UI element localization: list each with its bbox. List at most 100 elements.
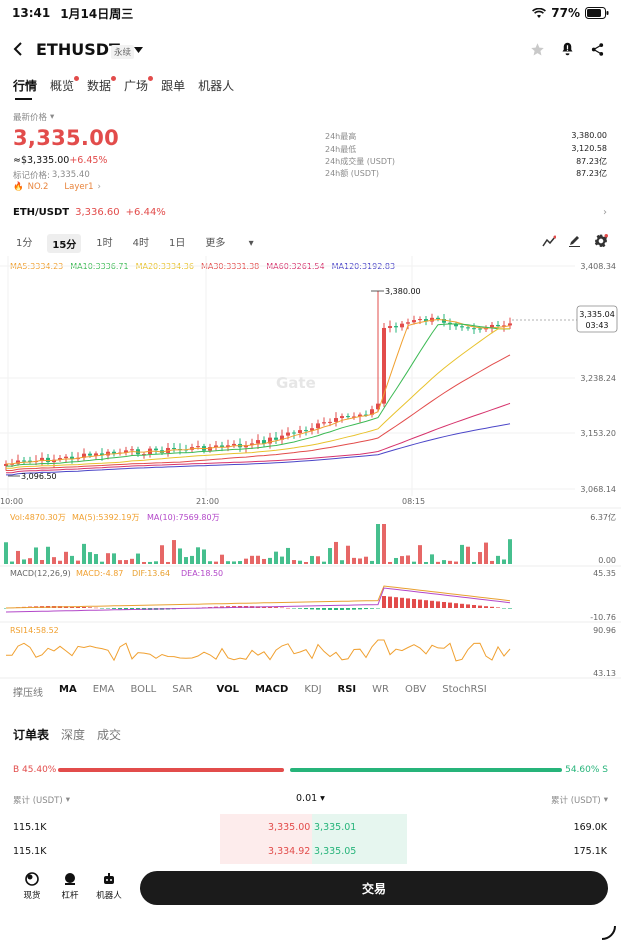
candle-body [502,325,506,327]
indicator-rsi[interactable]: RSI [337,684,357,695]
candle-body [40,457,44,462]
back-icon[interactable] [12,42,24,56]
trade-button[interactable]: 交易 [140,871,608,905]
indicator-ma[interactable]: MA [59,684,77,695]
bid-total-header[interactable]: 累计 (USDT) ▾ [13,795,70,806]
indicator-chart-icon[interactable] [542,235,556,247]
high-label: 3,380.00 [385,287,421,296]
volume-bar [232,561,236,564]
indicator-support[interactable]: 撑压线 [13,688,43,699]
volume-bar [166,561,170,564]
nav-bots[interactable]: 机器人 [92,872,126,901]
dea-value: DEA:18.50 [181,569,223,578]
draw-pen-icon[interactable] [568,234,581,247]
tab-depth[interactable]: 深度 [61,728,86,742]
indicator-macd[interactable]: MACD [254,684,289,695]
candle-body [172,447,176,450]
ask-total-header[interactable]: 累计 (USDT) ▾ [551,795,608,806]
volume-bar [220,554,224,564]
tab-trades[interactable]: 成交 [97,728,122,742]
indicator-wr[interactable]: WR [372,684,389,695]
macd-bar [286,607,290,609]
indicator-boll[interactable]: BOLL [130,684,157,695]
timeframe-15m[interactable]: 15分 [47,234,82,253]
candle-body [370,409,374,415]
candle-body [100,453,104,456]
macd-bar [118,608,122,610]
nav-spot[interactable]: 现货 [15,872,49,901]
macd-bar [382,596,386,608]
candle-body [310,428,314,431]
indicator-sar[interactable]: SAR [172,684,193,695]
ask-total: 175.1K [573,846,607,857]
candle-body [208,447,212,451]
tab-bots[interactable]: 机器人 [198,79,235,93]
volume-bar [226,561,230,564]
ask-price[interactable]: 3,335.05 [314,846,357,857]
timeframe-1h[interactable]: 1时 [96,238,113,249]
time-tick: 21:00 [196,497,219,506]
nav-margin[interactable]: 杠杆 [53,872,87,901]
macd-group [4,585,512,613]
timeframe-1d[interactable]: 1日 [169,238,186,249]
candle-body [388,326,392,328]
volume-bar [274,551,278,564]
volume-bar [160,545,164,564]
notify-dot [148,76,154,81]
tab-copytrade[interactable]: 跟单 [161,79,186,93]
notify-dot [111,76,117,81]
star-icon[interactable] [530,42,545,57]
candle-body [430,317,434,322]
indicator-stochrsi[interactable]: StochRSI [442,684,487,695]
indicator-ema[interactable]: EMA [92,684,115,695]
candle-body [52,459,56,463]
tab-square[interactable]: 广场 [124,76,154,94]
latest-price-label[interactable]: 最新价格 ▾ [13,112,55,123]
precision-select[interactable]: 0.01 ▾ [296,793,325,804]
caret-down-icon: ▾ [65,795,70,805]
candle-body [58,458,62,460]
macd-bar [430,600,434,608]
rank-row[interactable]: 🔥 NO.2 Layer1 › [13,182,101,192]
volume-bar [502,559,506,564]
candle-body [250,443,254,446]
volume-bar [310,555,314,564]
volume-bar [418,545,422,564]
tab-orderbook[interactable]: 订单表 [13,728,50,742]
settings-gear-icon[interactable] [594,234,608,248]
timeframe-more[interactable]: 更多 ▾ [205,238,254,249]
stat-label-turnover: 24h额 (USDT) [325,169,380,178]
macd-bar [484,606,488,608]
timeframe-4h[interactable]: 4时 [132,238,150,249]
tab-overview[interactable]: 概览 [50,76,80,94]
macd-bar [94,607,98,609]
rsi-legend: RSI14:58.52 [10,626,59,635]
resize-handle-icon[interactable] [600,924,616,940]
macd-bar [490,606,494,608]
volume-bar [448,560,452,564]
indicator-kdj[interactable]: KDJ [304,684,322,695]
current-price: 3,335.04 [579,310,615,319]
ask-price[interactable]: 3,335.01 [314,822,357,833]
share-icon[interactable] [590,42,605,57]
bid-price[interactable]: 3,334.92 [268,846,311,857]
alert-bell-icon[interactable] [560,41,575,57]
timeframe-selector: 1分 15分 1时 4时 1日 更多 ▾ [16,234,274,253]
candle-body [28,460,32,462]
tab-data[interactable]: 数据 [87,76,117,94]
volume-bar [202,549,206,564]
indicator-obv[interactable]: OBV [405,684,427,695]
vol-axis-top: 6.37亿 [590,512,616,522]
chevron-down-icon[interactable] [134,47,143,53]
timeframe-1m[interactable]: 1分 [16,238,33,249]
price-usd: ≈$3,335.00 [13,155,70,166]
symbol-title[interactable]: ETHUSDT [36,40,120,59]
indicator-vol[interactable]: VOL [216,684,239,695]
volume-bar [454,561,458,564]
bid-price[interactable]: 3,335.00 [268,822,311,833]
fire-icon: 🔥 [13,182,24,192]
kline-chart[interactable]: Gate 3,408.34 3,238.24 3,153.20 3,068.14… [0,256,621,684]
spot-price-row[interactable]: ETH/USDT 3,336.60 +6.44% › [13,207,607,218]
tab-market[interactable]: 行情 [13,79,38,93]
volume-bar [460,544,464,564]
